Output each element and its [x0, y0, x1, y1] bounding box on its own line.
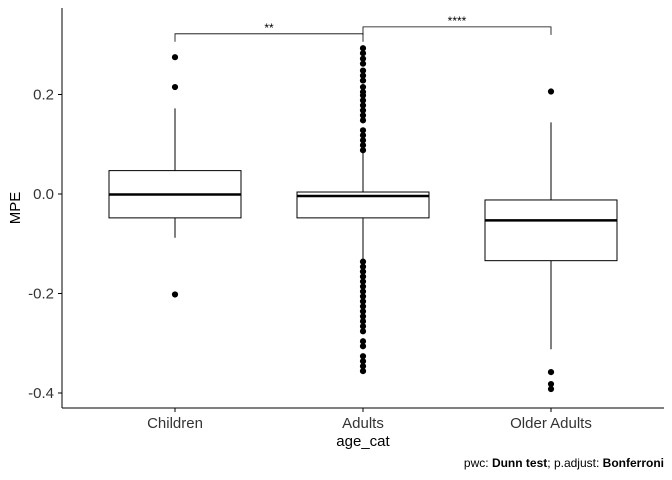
outlier-point	[359, 368, 367, 375]
outlier-point	[359, 258, 367, 265]
outlier-point	[359, 288, 367, 295]
outlier-point	[359, 268, 367, 275]
box-group	[484, 88, 618, 393]
outlier-point	[359, 137, 367, 144]
outlier-point	[359, 142, 367, 149]
outlier-point	[171, 54, 179, 61]
x-tick-label: Adults	[342, 415, 384, 432]
outlier-point	[359, 273, 367, 280]
outlier-point	[359, 353, 367, 360]
outlier-point	[359, 92, 367, 99]
outlier-point	[359, 77, 367, 84]
outlier-point	[359, 308, 367, 315]
x-tick-label: Older Adults	[510, 415, 592, 432]
outlier-point	[359, 343, 367, 350]
caption: pwc: Dunn test; p.adjust: Bonferroni	[0, 456, 664, 470]
significance-bracket	[174, 33, 364, 42]
outlier-point	[359, 97, 367, 104]
x-axis-title: age_cat	[336, 433, 390, 450]
outlier-point	[359, 358, 367, 365]
outlier-point	[359, 363, 367, 370]
y-tick-label: -0.2	[28, 286, 54, 303]
caption-prefix: pwc:	[463, 456, 492, 470]
outlier-point	[359, 67, 367, 74]
outlier-point	[359, 303, 367, 310]
outlier-point	[359, 45, 367, 52]
significance-bracket	[362, 26, 552, 35]
caption-adjust: Bonferroni	[602, 456, 664, 470]
outlier-point	[359, 60, 367, 67]
significance-label: ****	[448, 14, 467, 28]
outlier-point	[547, 380, 555, 388]
outlier-point	[171, 83, 179, 91]
outlier-point	[359, 117, 367, 124]
box-iqr	[484, 199, 618, 262]
outlier-point	[359, 50, 367, 57]
box-group	[296, 45, 430, 375]
outlier-point	[359, 298, 367, 305]
outlier-point	[359, 283, 367, 290]
outlier-point	[359, 132, 367, 139]
outlier-point	[359, 107, 367, 114]
y-tick-label: 0.2	[33, 87, 54, 104]
caption-test: Dunn test	[491, 456, 548, 470]
outlier-point	[359, 147, 367, 154]
significance-label: **	[264, 21, 274, 35]
outlier-point	[547, 385, 555, 393]
box-group	[108, 54, 242, 298]
outlier-point	[359, 338, 367, 345]
outlier-point	[359, 318, 367, 325]
outlier-point	[359, 328, 367, 335]
outlier-point	[359, 55, 367, 62]
outlier-point	[359, 112, 367, 119]
outlier-point	[547, 369, 555, 376]
y-axis-title: MPE	[7, 192, 24, 225]
outlier-point	[359, 127, 367, 134]
outlier-point	[359, 313, 367, 320]
outlier-point	[359, 278, 367, 285]
outlier-point	[547, 88, 555, 95]
outlier-point	[359, 102, 367, 109]
y-tick-label: -0.4	[28, 385, 54, 402]
outlier-point	[359, 72, 367, 79]
outlier-point	[359, 83, 367, 91]
outlier-point	[359, 293, 367, 300]
outlier-point	[359, 263, 367, 270]
outlier-point	[171, 291, 179, 298]
x-tick-label: Children	[147, 415, 203, 432]
caption-middle: ; p.adjust:	[547, 456, 603, 470]
y-tick-label: 0.0	[33, 186, 54, 203]
outlier-point	[359, 323, 367, 330]
